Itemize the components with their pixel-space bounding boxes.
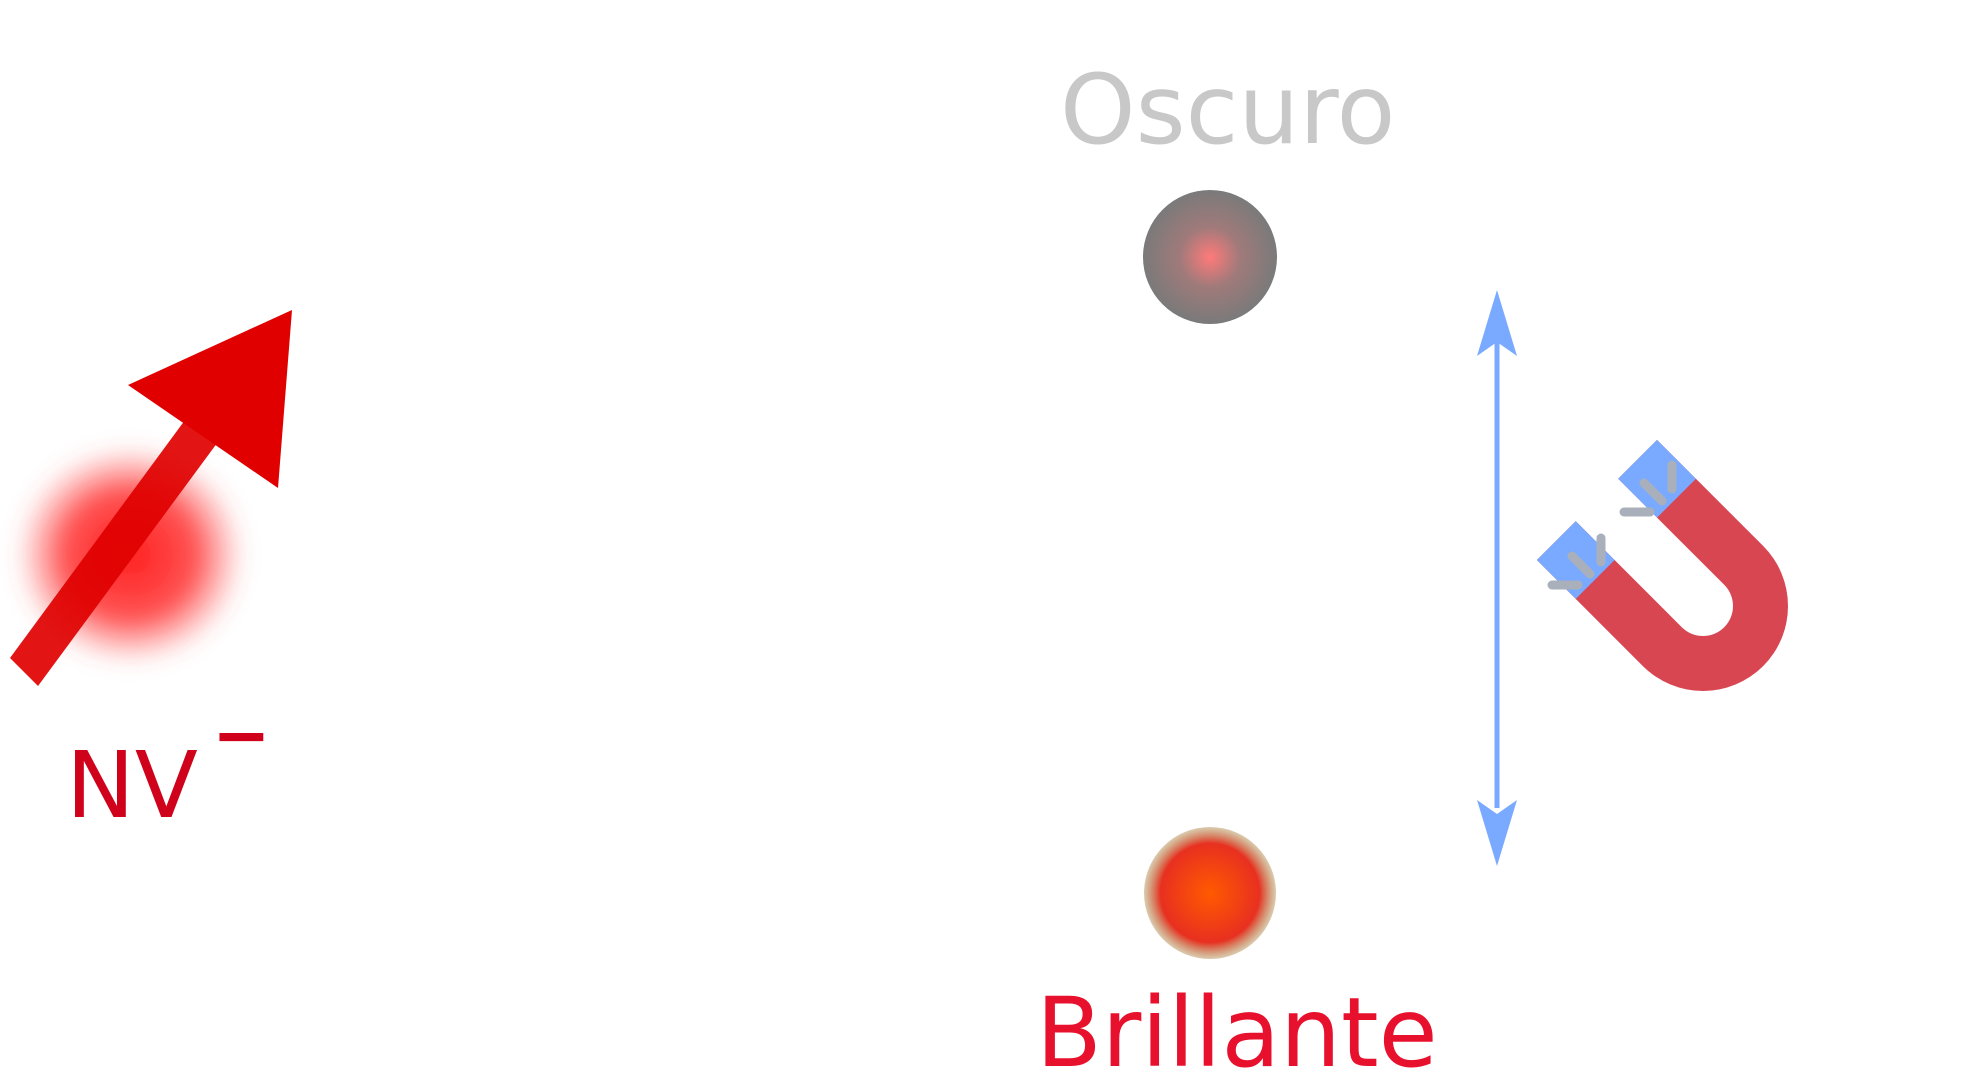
field-lines xyxy=(1547,460,1677,590)
nv-center-diagram xyxy=(10,190,1788,959)
dark-state-label: Oscuro xyxy=(1060,54,1396,166)
nv-center-label: NV xyxy=(66,732,198,839)
bright-state-label: Brillante xyxy=(1036,977,1438,1089)
dark-state-sphere xyxy=(1143,190,1277,324)
double-headed-arrow-icon xyxy=(1477,290,1517,866)
bright-state-sphere xyxy=(1144,827,1276,959)
nv-charge-label: − xyxy=(212,694,271,776)
spin-arrow-icon xyxy=(10,310,292,686)
